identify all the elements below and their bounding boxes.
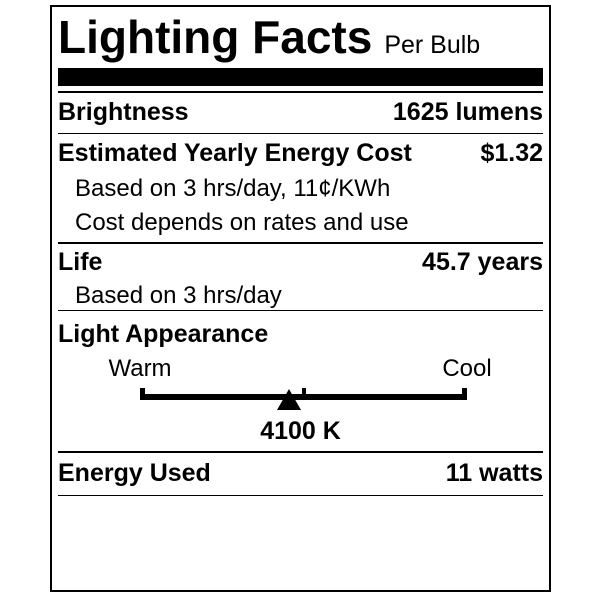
scale-left-cap bbox=[140, 388, 145, 400]
scale-track bbox=[140, 388, 467, 410]
energy-cost-basis-note: Based on 3 hrs/day, 11¢/KWh bbox=[75, 175, 391, 202]
color-temp-value: 4100 K bbox=[260, 416, 341, 445]
color-temp-scale-labels: Warm Cool bbox=[58, 357, 543, 381]
separator bbox=[58, 242, 543, 244]
brightness-label: Brightness bbox=[58, 98, 189, 126]
color-temp-scale bbox=[58, 381, 543, 411]
energy-cost-row: Estimated Yearly Energy Cost $1.32 bbox=[58, 134, 543, 172]
label-header: Lighting Facts Per Bulb bbox=[58, 13, 543, 61]
life-section: Life 45.7 years Based on 3 hrs/day bbox=[58, 244, 543, 310]
label-title: Lighting Facts bbox=[58, 11, 373, 63]
energy-cost-value: $1.32 bbox=[480, 138, 543, 167]
scale-center-tick bbox=[301, 388, 306, 400]
brightness-value: 1625 lumens bbox=[392, 98, 543, 126]
life-row: Life 45.7 years bbox=[58, 244, 543, 282]
energy-cost-disclaimer-note: Cost depends on rates and use bbox=[75, 208, 409, 236]
separator bbox=[58, 451, 543, 453]
lighting-facts-label: Lighting Facts Per Bulb Brightness 1625 … bbox=[50, 5, 551, 592]
separator bbox=[58, 309, 543, 311]
energy-used-value: 11 watts bbox=[445, 459, 543, 487]
brightness-row: Brightness 1625 lumens bbox=[58, 93, 543, 133]
header-rule bbox=[58, 91, 543, 93]
energy-used-row: Energy Used 11 watts bbox=[58, 453, 543, 495]
scale-right-cap bbox=[462, 388, 467, 400]
color-temp-marker-icon bbox=[277, 389, 302, 410]
life-label: Life bbox=[58, 248, 103, 276]
cool-label: Cool bbox=[442, 355, 492, 382]
separator bbox=[58, 132, 543, 134]
label-per-unit: Per Bulb bbox=[384, 31, 481, 59]
life-value: 45.7 years bbox=[422, 248, 543, 276]
energy-cost-label: Estimated Yearly Energy Cost bbox=[58, 138, 412, 167]
energy-cost-section: Estimated Yearly Energy Cost $1.32 Based… bbox=[58, 134, 543, 242]
energy-used-label: Energy Used bbox=[58, 459, 211, 487]
heavy-divider-bar bbox=[58, 68, 543, 86]
light-appearance-section: Light Appearance Warm Cool 4100 K bbox=[58, 311, 543, 451]
light-appearance-heading: Light Appearance bbox=[58, 319, 269, 348]
warm-label: Warm bbox=[108, 355, 172, 382]
separator bbox=[58, 494, 543, 496]
life-basis-note: Based on 3 hrs/day bbox=[75, 281, 282, 309]
